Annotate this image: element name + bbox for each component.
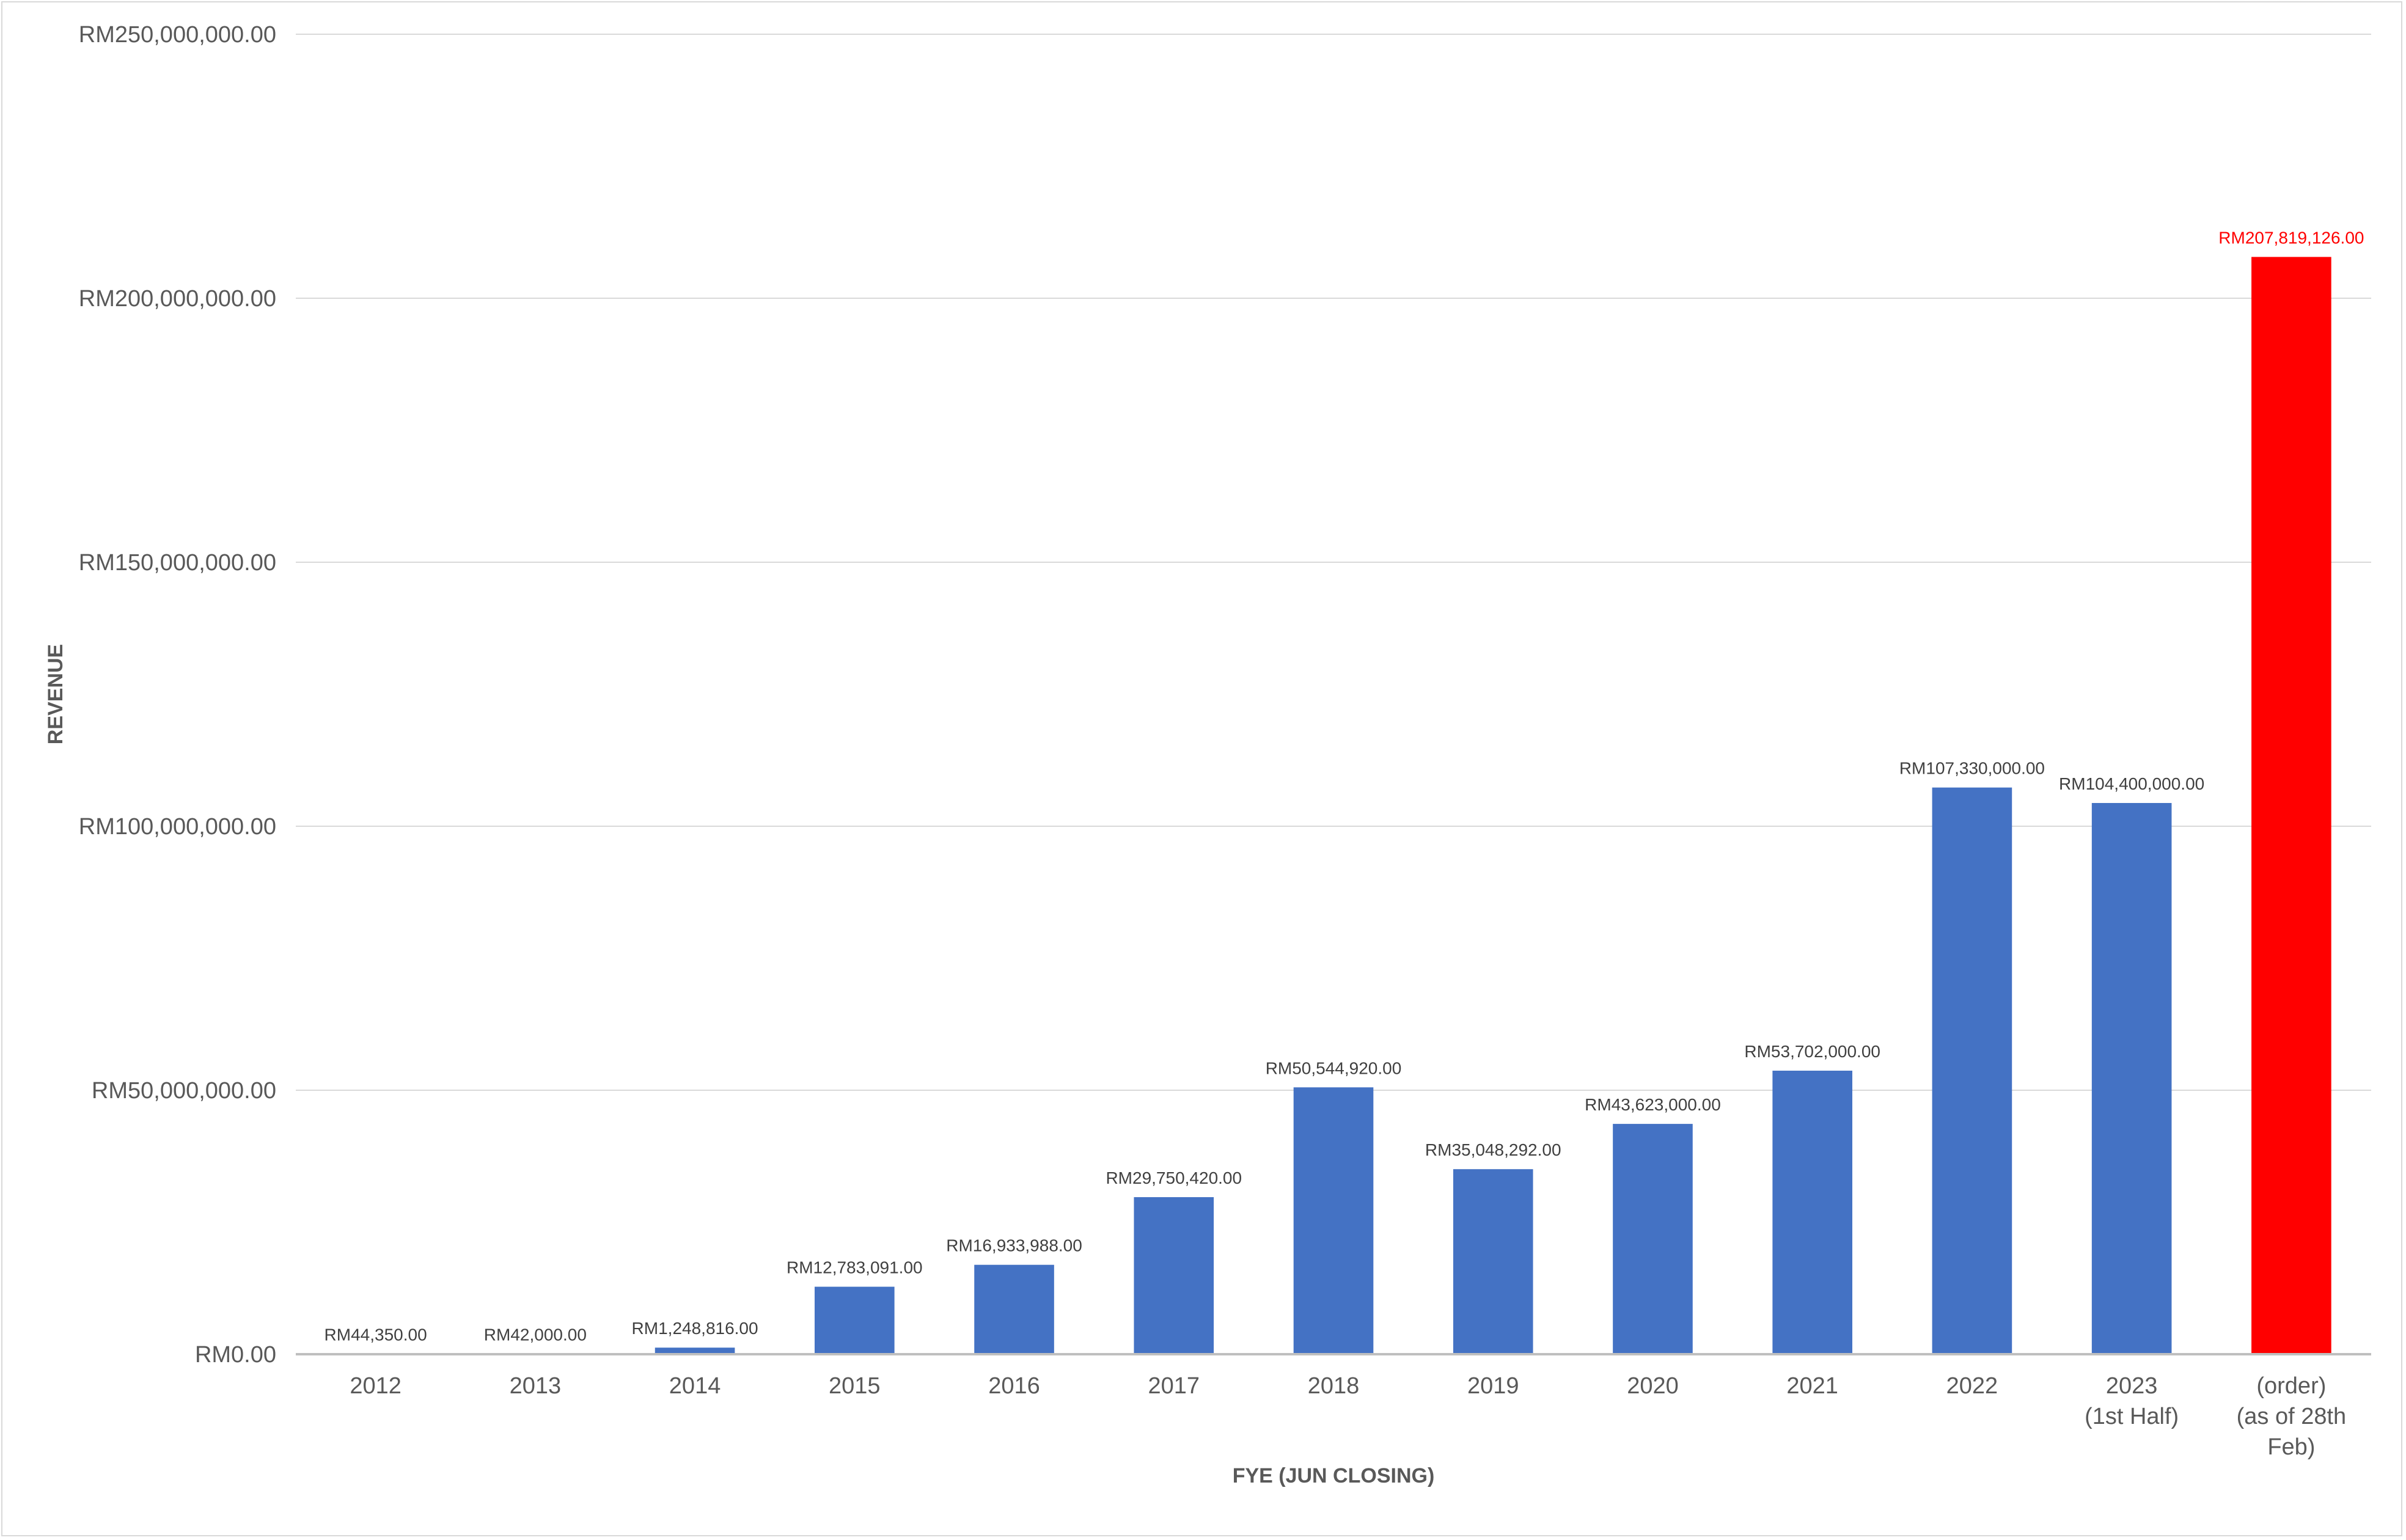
bar bbox=[1932, 787, 2012, 1354]
data-label: RM44,350.00 bbox=[325, 1326, 427, 1344]
x-tick-label: 2014 bbox=[669, 1373, 721, 1399]
x-axis-title: FYE (JUN CLOSING) bbox=[1233, 1464, 1435, 1487]
x-tick-label: 2020 bbox=[1627, 1373, 1679, 1399]
x-tick-label: 2023 (1st Half) bbox=[2085, 1373, 2179, 1429]
bar bbox=[1293, 1087, 1374, 1354]
bar bbox=[1772, 1071, 1852, 1354]
data-labels: RM44,350.00 RM42,000.00 RM1,248,816.00 RM12… bbox=[325, 228, 2364, 1344]
x-tick-label: 2017 bbox=[1148, 1373, 1200, 1399]
data-label: RM53,702,000.00 bbox=[1744, 1042, 1880, 1061]
x-tick-label: 2012 bbox=[350, 1373, 402, 1399]
data-label: RM16,933,988.00 bbox=[946, 1236, 1082, 1255]
x-tick-label: 2015 bbox=[829, 1373, 881, 1399]
x-axis-tick-labels: 2012 2013 2014 2015 2016 2017 2018 2019 2020 2021… bbox=[350, 1373, 2346, 1460]
data-label: RM42,000.00 bbox=[484, 1326, 587, 1344]
x-tick-label: 2021 bbox=[1786, 1373, 1838, 1399]
bar bbox=[1613, 1124, 1693, 1354]
x-tick-label: (order) (as of 28th Feb) bbox=[2237, 1373, 2347, 1460]
x-tick-label: 2016 bbox=[988, 1373, 1040, 1399]
data-label: RM35,048,292.00 bbox=[1425, 1140, 1561, 1159]
bar bbox=[655, 1348, 735, 1354]
y-tick-label: RM0.00 bbox=[195, 1342, 276, 1368]
bar bbox=[2091, 802, 2172, 1354]
x-tick-label: 2018 bbox=[1308, 1373, 1360, 1399]
data-label: RM12,783,091.00 bbox=[787, 1258, 923, 1277]
x-tick-label: 2019 bbox=[1467, 1373, 1519, 1399]
y-axis-title: REVENUE bbox=[44, 644, 67, 744]
data-label: RM43,623,000.00 bbox=[1585, 1095, 1721, 1114]
gridlines bbox=[296, 34, 2371, 1091]
bar bbox=[1453, 1169, 1533, 1354]
y-tick-label: RM50,000,000.00 bbox=[92, 1078, 276, 1104]
bar bbox=[1134, 1197, 1214, 1354]
y-tick-label: RM100,000,000.00 bbox=[79, 814, 276, 840]
bars bbox=[336, 257, 2331, 1354]
y-axis-tick-labels: RM0.00 RM50,000,000.00 RM100,000,000.00 RM1… bbox=[79, 22, 276, 1368]
y-tick-label: RM250,000,000.00 bbox=[79, 22, 276, 48]
data-label: RM207,819,126.00 bbox=[2218, 228, 2364, 247]
bar bbox=[2251, 257, 2331, 1354]
data-label: RM107,330,000.00 bbox=[1899, 759, 2045, 778]
y-tick-label: RM150,000,000.00 bbox=[79, 550, 276, 576]
bar bbox=[974, 1264, 1054, 1354]
x-tick-label: 2022 bbox=[1946, 1373, 1998, 1399]
data-label: RM29,750,420.00 bbox=[1106, 1168, 1242, 1187]
data-label: RM50,544,920.00 bbox=[1266, 1058, 1402, 1077]
x-tick-label: 2013 bbox=[510, 1373, 562, 1399]
bar bbox=[815, 1286, 895, 1354]
y-tick-label: RM200,000,000.00 bbox=[79, 286, 276, 312]
data-label: RM104,400,000.00 bbox=[2059, 774, 2204, 793]
data-label: RM1,248,816.00 bbox=[632, 1319, 758, 1338]
